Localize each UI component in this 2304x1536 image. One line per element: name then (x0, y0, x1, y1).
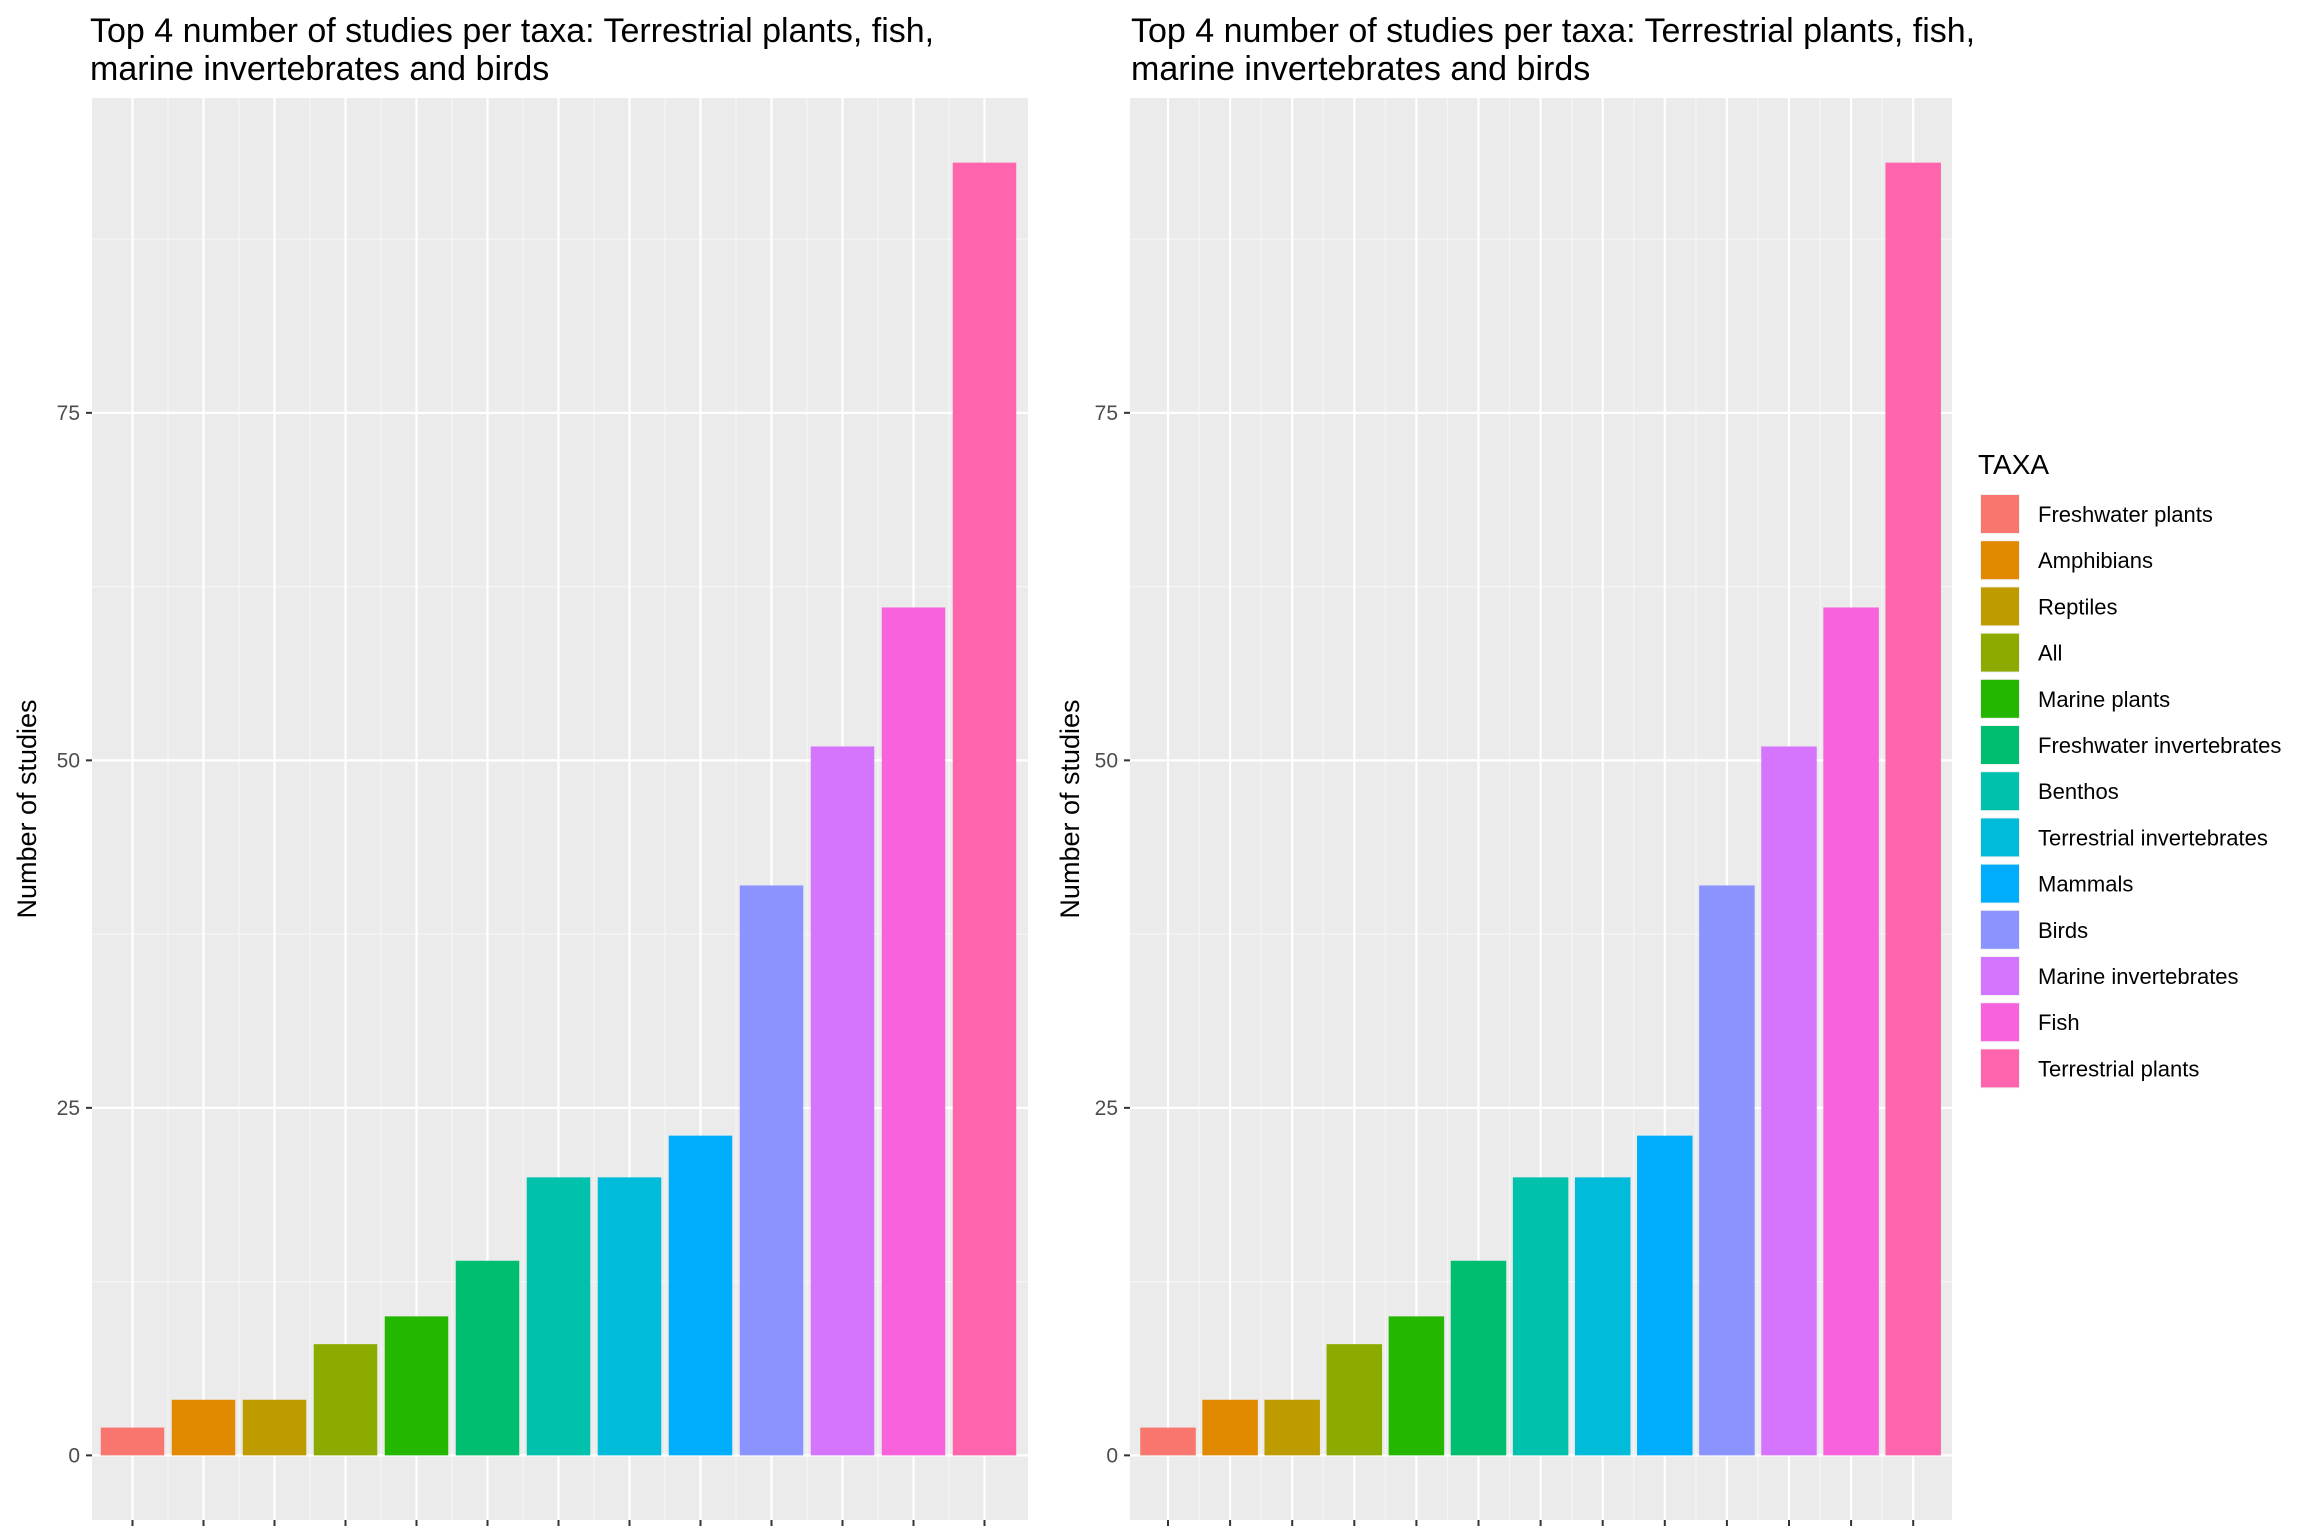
y-tick-label: 75 (57, 402, 80, 425)
legend-item-label: Freshwater plants (2038, 502, 2213, 527)
legend-item-label: All (2038, 641, 2062, 666)
legend-swatch (1981, 910, 2019, 949)
legend-swatch (1981, 818, 2019, 857)
bar-mammals (1637, 1135, 1693, 1456)
legend-item-label: Reptiles (2038, 594, 2117, 619)
legend-swatch (1981, 864, 2019, 903)
bar-fish (881, 607, 946, 1456)
chart-title: Top 4 number of studies per taxa: Terres… (1131, 12, 1975, 88)
legend-item-label: Amphibians (2038, 548, 2153, 573)
bar-reptiles (242, 1399, 307, 1456)
bar-benthos (526, 1177, 591, 1456)
bar-marine-plants (384, 1316, 449, 1456)
legend-swatch (1981, 541, 2019, 580)
bar-amphibians (171, 1399, 236, 1456)
bar-terrestrial-plants (1885, 162, 1941, 1456)
bar-terrestrial-plants (952, 162, 1017, 1456)
y-tick-label: 25 (57, 1097, 80, 1120)
chart-title-line: Top 4 number of studies per taxa: Terres… (1131, 12, 1975, 50)
chart-title: Top 4 number of studies per taxa: Terres… (90, 12, 934, 88)
legend-item-label: Birds (2038, 918, 2088, 943)
bar-birds (739, 885, 804, 1456)
legend-swatch (1981, 633, 2019, 672)
legend-swatch (1981, 587, 2019, 626)
legend-item-label: Fish (2038, 1010, 2080, 1035)
chart-panel-2: Top 4 number of studies per taxa: Terres… (1055, 12, 1975, 1526)
bar-all (1326, 1344, 1383, 1456)
legend-swatch (1981, 1003, 2019, 1042)
legend-item-label: Benthos (2038, 779, 2119, 804)
legend-title: TAXA (1978, 449, 2049, 480)
bar-all (313, 1344, 378, 1456)
legend-item-label: Freshwater invertebrates (2038, 733, 2281, 758)
bar-freshwater-plants (1140, 1427, 1196, 1456)
bar-freshwater-invertebrates (455, 1260, 520, 1456)
y-tick-label: 50 (57, 749, 80, 772)
bar-freshwater-plants (100, 1427, 165, 1456)
chart-title-line: marine invertebrates and birds (90, 50, 549, 88)
legend-item-label: Marine plants (2038, 687, 2170, 712)
bar-freshwater-invertebrates (1450, 1260, 1507, 1456)
bar-amphibians (1202, 1399, 1258, 1456)
bar-marine-plants (1388, 1316, 1445, 1456)
legend-item-label: Terrestrial invertebrates (2038, 825, 2268, 850)
bar-terrestrial-invertebrates (597, 1177, 662, 1456)
legend: TAXA Freshwater plants Amphibians Reptiles A… (1978, 449, 2281, 1089)
bar-reptiles (1264, 1399, 1320, 1456)
chart-title-line: marine invertebrates and birds (1131, 50, 1590, 88)
chart-title-line: Top 4 number of studies per taxa: Terres… (90, 12, 934, 50)
y-tick-label: 0 (68, 1444, 80, 1467)
bar-terrestrial-invertebrates (1574, 1177, 1631, 1456)
legend-swatch (1981, 495, 2019, 533)
y-tick-label: 75 (1095, 402, 1118, 425)
chart-panel-1: Top 4 number of studies per taxa: Terres… (12, 12, 1028, 1526)
legend-item-label: Terrestrial plants (2038, 1056, 2199, 1081)
legend-swatch (1981, 679, 2019, 718)
bar-birds (1699, 885, 1755, 1456)
bar-marine-invertebrates (810, 746, 875, 1456)
legend-item-label: Marine invertebrates (2038, 964, 2239, 989)
y-tick-label: 0 (1106, 1444, 1118, 1467)
bar-mammals (668, 1135, 733, 1456)
y-tick-label: 50 (1095, 749, 1118, 772)
bar-marine-invertebrates (1761, 746, 1817, 1456)
legend-swatch (1981, 1049, 2019, 1088)
y-axis-label: Number of studies (1055, 699, 1085, 918)
y-axis-label: Number of studies (12, 699, 42, 918)
legend-item-label: Mammals (2038, 872, 2133, 897)
legend-swatch (1981, 957, 2019, 995)
bar-benthos (1512, 1177, 1569, 1456)
y-tick-label: 25 (1095, 1097, 1118, 1120)
legend-swatch (1981, 726, 2019, 764)
legend-swatch (1981, 772, 2019, 811)
bar-fish (1823, 607, 1879, 1456)
